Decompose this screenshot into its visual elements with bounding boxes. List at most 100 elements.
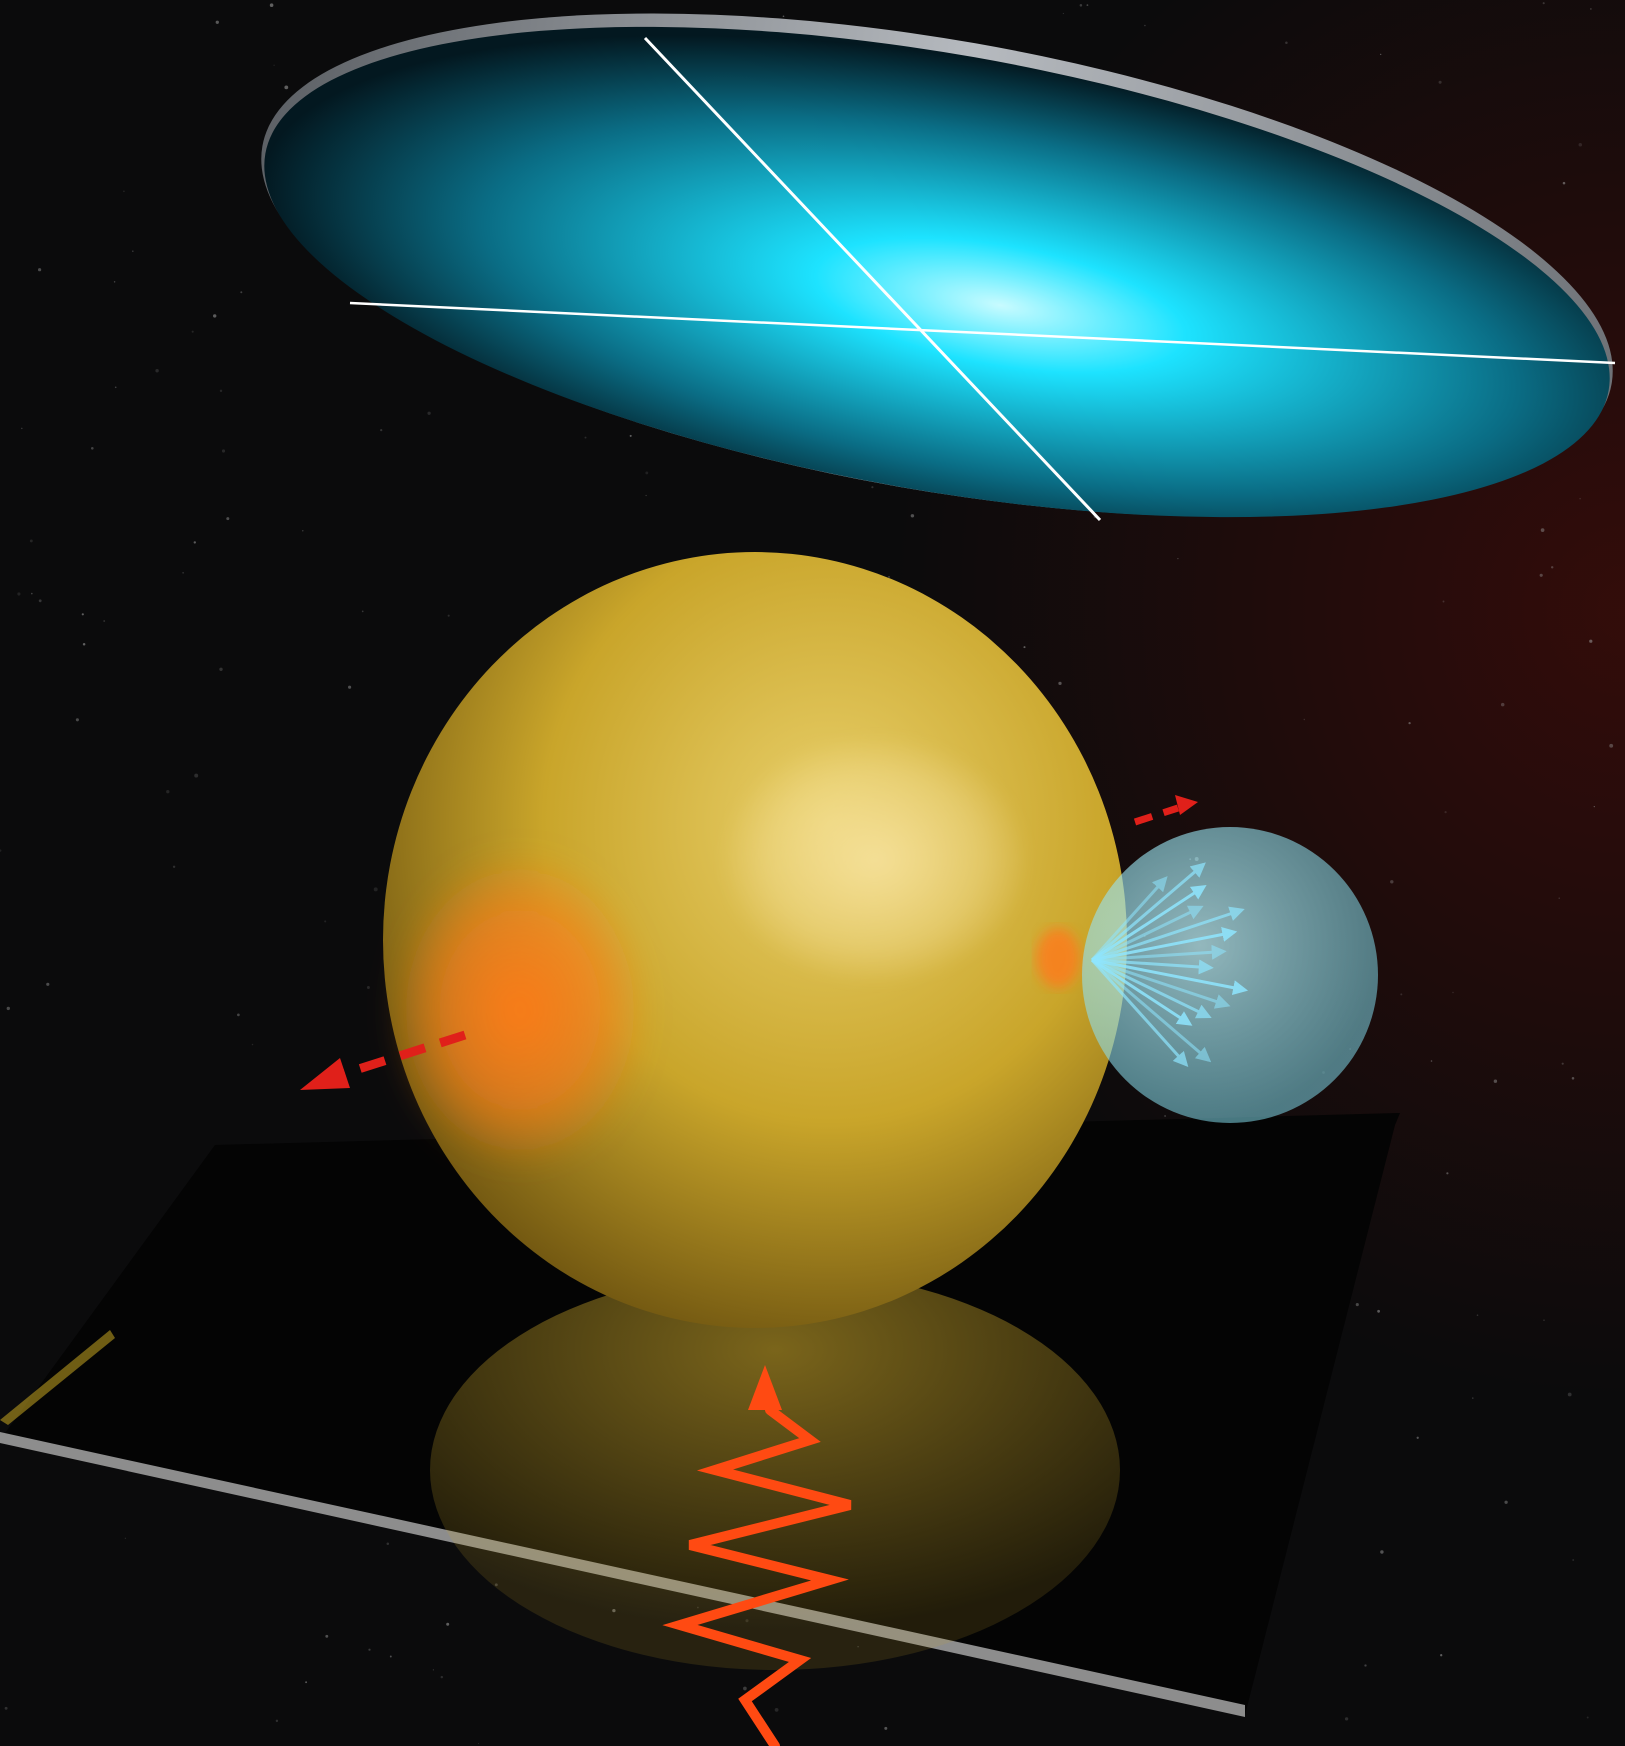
star-speckle: [29, 539, 33, 543]
emission-arrow: [1091, 958, 1249, 996]
star-speckle: [31, 592, 33, 595]
star-speckle: [221, 449, 226, 453]
star-speckle: [273, 64, 275, 67]
star-speckle: [1377, 1309, 1380, 1313]
star-speckle: [1438, 80, 1442, 84]
star-speckle: [1446, 1172, 1449, 1175]
star-speckle: [1472, 1397, 1474, 1399]
dashed-arrow-icon: [300, 795, 1198, 1090]
emission-arrow: [1091, 884, 1207, 962]
emission-arrows: [1090, 862, 1249, 1068]
star-speckle: [91, 447, 94, 450]
star-speckle: [361, 610, 364, 613]
star-speckle: [446, 1622, 450, 1626]
star-speckle: [645, 471, 649, 475]
star-speckle: [1416, 1436, 1419, 1439]
star-speckle: [386, 1542, 390, 1545]
star-speckle: [38, 599, 42, 603]
star-speckle: [1440, 1654, 1443, 1657]
star-speckle: [219, 389, 223, 393]
star-speckle: [432, 1669, 435, 1671]
star-speckle: [82, 643, 86, 646]
star-speckle: [1430, 1060, 1433, 1062]
star-speckle: [1543, 1319, 1545, 1321]
star-speckle: [1079, 4, 1083, 7]
star-speckle: [237, 1013, 240, 1017]
star-speckle: [194, 773, 199, 778]
star-speckle: [1408, 721, 1411, 725]
emission-arrow: [1091, 958, 1212, 1019]
star-speckle: [1442, 600, 1445, 603]
emission-arrow: [1090, 876, 1168, 962]
star-speckle: [743, 1686, 747, 1691]
star-speckle: [1562, 181, 1566, 185]
star-speckle: [1571, 1077, 1575, 1080]
star-speckle: [1444, 810, 1447, 814]
star-speckle: [1452, 991, 1454, 994]
star-speckle: [373, 887, 378, 892]
detector-screen-icon: [261, 13, 1616, 522]
star-speckle: [213, 314, 217, 318]
star-speckle: [114, 386, 117, 389]
star-speckle: [103, 620, 106, 622]
star-speckle: [782, 15, 785, 18]
star-speckle: [1285, 41, 1288, 45]
emission-arrow: [1091, 958, 1214, 975]
star-speckle: [193, 541, 196, 544]
droplet-hot-spot: [390, 850, 650, 1170]
star-speckle: [155, 368, 159, 373]
star-speckle: [1364, 1664, 1367, 1667]
star-speckle: [888, 576, 890, 578]
star-speckle: [6, 1006, 10, 1011]
star-speckle: [275, 1719, 279, 1723]
star-speckle: [389, 1655, 392, 1658]
star-speckle: [0, 849, 2, 852]
star-speckle: [1578, 143, 1583, 147]
star-speckle: [1542, 2, 1545, 5]
star-speckle: [1303, 718, 1306, 721]
star-speckle: [629, 434, 632, 437]
emission-arrow: [1091, 927, 1238, 962]
star-speckle: [1500, 702, 1505, 707]
star-speckle: [1344, 1717, 1349, 1721]
star-speckle: [366, 986, 370, 989]
star-speckle: [172, 865, 176, 868]
emission-arrow: [1090, 958, 1189, 1068]
star-speckle: [46, 982, 50, 986]
star-speckle: [1493, 1079, 1498, 1083]
emission-arrow: [1091, 905, 1204, 962]
star-speckle: [1380, 53, 1382, 56]
star-speckle: [1400, 993, 1403, 996]
star-speckle: [1558, 897, 1560, 899]
emission-arrow: [1091, 944, 1227, 962]
star-speckle: [368, 1648, 371, 1651]
star-speckle: [1504, 1500, 1508, 1504]
star-speckle: [477, 1742, 480, 1745]
star-speckle: [4, 1706, 8, 1710]
star-speckle: [191, 330, 194, 333]
star-speckle: [17, 592, 21, 596]
star-speckle: [21, 427, 23, 430]
star-speckle: [1586, 1716, 1589, 1719]
star-speckle: [1567, 1392, 1572, 1397]
star-speckle: [251, 1043, 254, 1046]
star-speckle: [75, 718, 79, 722]
droplet-reflection: [430, 1270, 1120, 1670]
star-speckle: [774, 1708, 779, 1712]
star-speckle: [1539, 573, 1543, 577]
laser-pulse-icon: [662, 1365, 852, 1746]
star-speckle: [584, 436, 587, 439]
star-speckle: [1164, 1115, 1167, 1117]
star-speckle: [38, 268, 42, 272]
star-speckle: [871, 486, 874, 489]
star-speckle: [380, 428, 383, 432]
star-speckle: [1609, 743, 1614, 748]
emission-arrow: [1091, 958, 1193, 1026]
emission-arrow: [1091, 862, 1206, 962]
star-speckle: [269, 3, 274, 7]
droplet-sphere-icon: [383, 552, 1127, 1328]
star-speckle: [645, 494, 647, 497]
star-speckle: [1540, 528, 1545, 532]
star-speckle: [219, 667, 223, 672]
star-speckle: [123, 190, 125, 193]
